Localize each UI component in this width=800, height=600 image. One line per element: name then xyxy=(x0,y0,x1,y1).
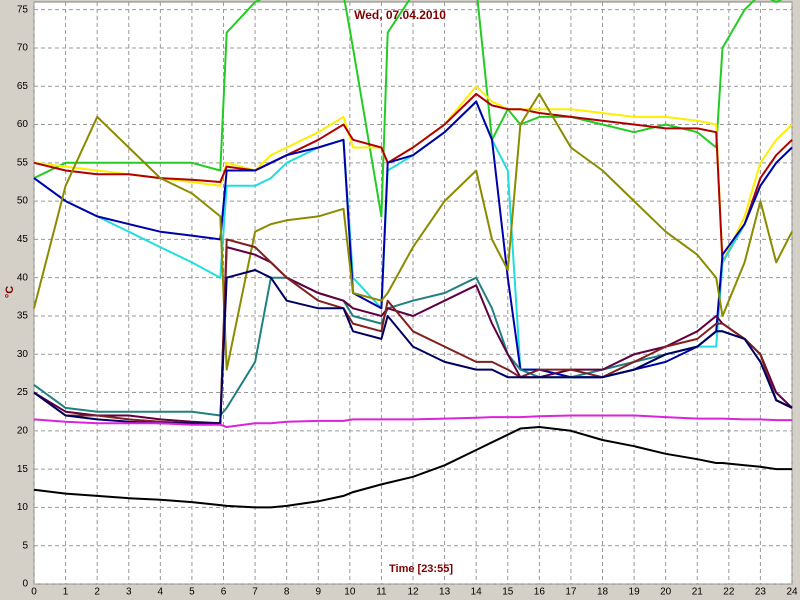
x-tick-label: 21 xyxy=(692,587,704,598)
x-tick-label: 5 xyxy=(189,587,195,598)
x-tick-label: 24 xyxy=(786,587,798,598)
x-tick-label: 15 xyxy=(502,587,514,598)
x-tick-label: 6 xyxy=(221,587,227,598)
y-tick-label: 40 xyxy=(17,272,29,283)
x-tick-label: 20 xyxy=(660,587,672,598)
x-tick-label: 8 xyxy=(284,587,290,598)
y-tick-label: 5 xyxy=(22,540,28,551)
y-tick-label: 20 xyxy=(17,425,29,436)
x-tick-label: 23 xyxy=(755,587,767,598)
y-tick-label: 50 xyxy=(17,196,29,207)
x-tick-label: 0 xyxy=(31,587,37,598)
x-tick-label: 10 xyxy=(344,587,356,598)
y-tick-label: 75 xyxy=(17,4,29,15)
x-tick-label: 16 xyxy=(534,587,546,598)
x-tick-label: 1 xyxy=(63,587,69,598)
x-tick-label: 13 xyxy=(439,587,451,598)
y-axis-label: °C xyxy=(4,286,16,298)
x-tick-label: 17 xyxy=(565,587,577,598)
x-tick-label: 11 xyxy=(376,587,387,598)
x-tick-label: 7 xyxy=(252,587,258,598)
lines xyxy=(33,0,793,509)
x-tick-label: 9 xyxy=(315,587,321,598)
y-tick-label: 10 xyxy=(17,502,29,513)
x-tick-label: 22 xyxy=(723,587,735,598)
x-tick-label: 4 xyxy=(158,587,164,598)
y-tick-label: 35 xyxy=(17,311,29,322)
y-tick-label: 30 xyxy=(17,349,29,360)
x-tick-label: 19 xyxy=(629,587,641,598)
y-tick-label: 45 xyxy=(17,234,29,245)
x-tick-label: 3 xyxy=(126,587,132,598)
y-tick-label: 0 xyxy=(22,579,28,590)
x-tick-label: 2 xyxy=(94,587,100,598)
y-tick-label: 65 xyxy=(17,81,29,92)
y-tick-label: 70 xyxy=(17,43,29,54)
series-line xyxy=(33,269,793,425)
series-line xyxy=(33,414,792,428)
chart-title: Wed, 07.04.2010 xyxy=(354,8,446,22)
series-line xyxy=(33,92,793,371)
series-line xyxy=(33,426,792,509)
series-line xyxy=(33,0,783,218)
y-tick-label: 55 xyxy=(17,157,29,168)
y-tick-label: 25 xyxy=(17,387,29,398)
x-axis-label: Time [23:55] xyxy=(389,563,453,575)
x-tick-label: 14 xyxy=(471,587,483,598)
x-tick-label: 18 xyxy=(597,587,609,598)
x-tick-label: 12 xyxy=(407,587,419,598)
series-line xyxy=(33,92,793,264)
y-tick-label: 15 xyxy=(17,464,29,475)
y-tick-label: 60 xyxy=(17,119,29,130)
